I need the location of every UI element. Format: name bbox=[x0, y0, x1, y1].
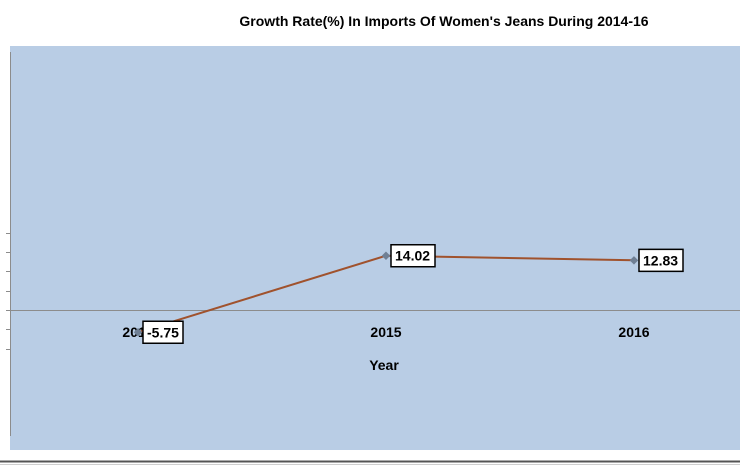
data-label-box bbox=[142, 320, 184, 345]
data-label: 12.83 bbox=[638, 248, 684, 273]
data-label-text: -5.75 bbox=[147, 324, 179, 340]
label-layer: -5.75 14.02 12.83 bbox=[142, 243, 684, 345]
x-tick-label: 2016 bbox=[618, 324, 649, 340]
chart-title: Growth Rate(%) In Imports Of Women's Jea… bbox=[239, 13, 648, 29]
data-label-text: 14.02 bbox=[395, 248, 430, 264]
x-tick-label: 2015 bbox=[370, 324, 401, 340]
data-label-text: 12.83 bbox=[643, 252, 678, 268]
data-point-marker bbox=[133, 328, 143, 337]
plot-background bbox=[10, 46, 740, 450]
data-label: 14.02 bbox=[390, 243, 436, 268]
data-label: -5.75 bbox=[142, 320, 184, 345]
plot-area bbox=[10, 46, 740, 450]
x-axis-title: Year bbox=[369, 357, 399, 373]
data-label-box bbox=[390, 243, 436, 268]
series-layer bbox=[133, 251, 639, 337]
data-label-box bbox=[638, 248, 684, 273]
data-point-marker bbox=[381, 251, 391, 260]
